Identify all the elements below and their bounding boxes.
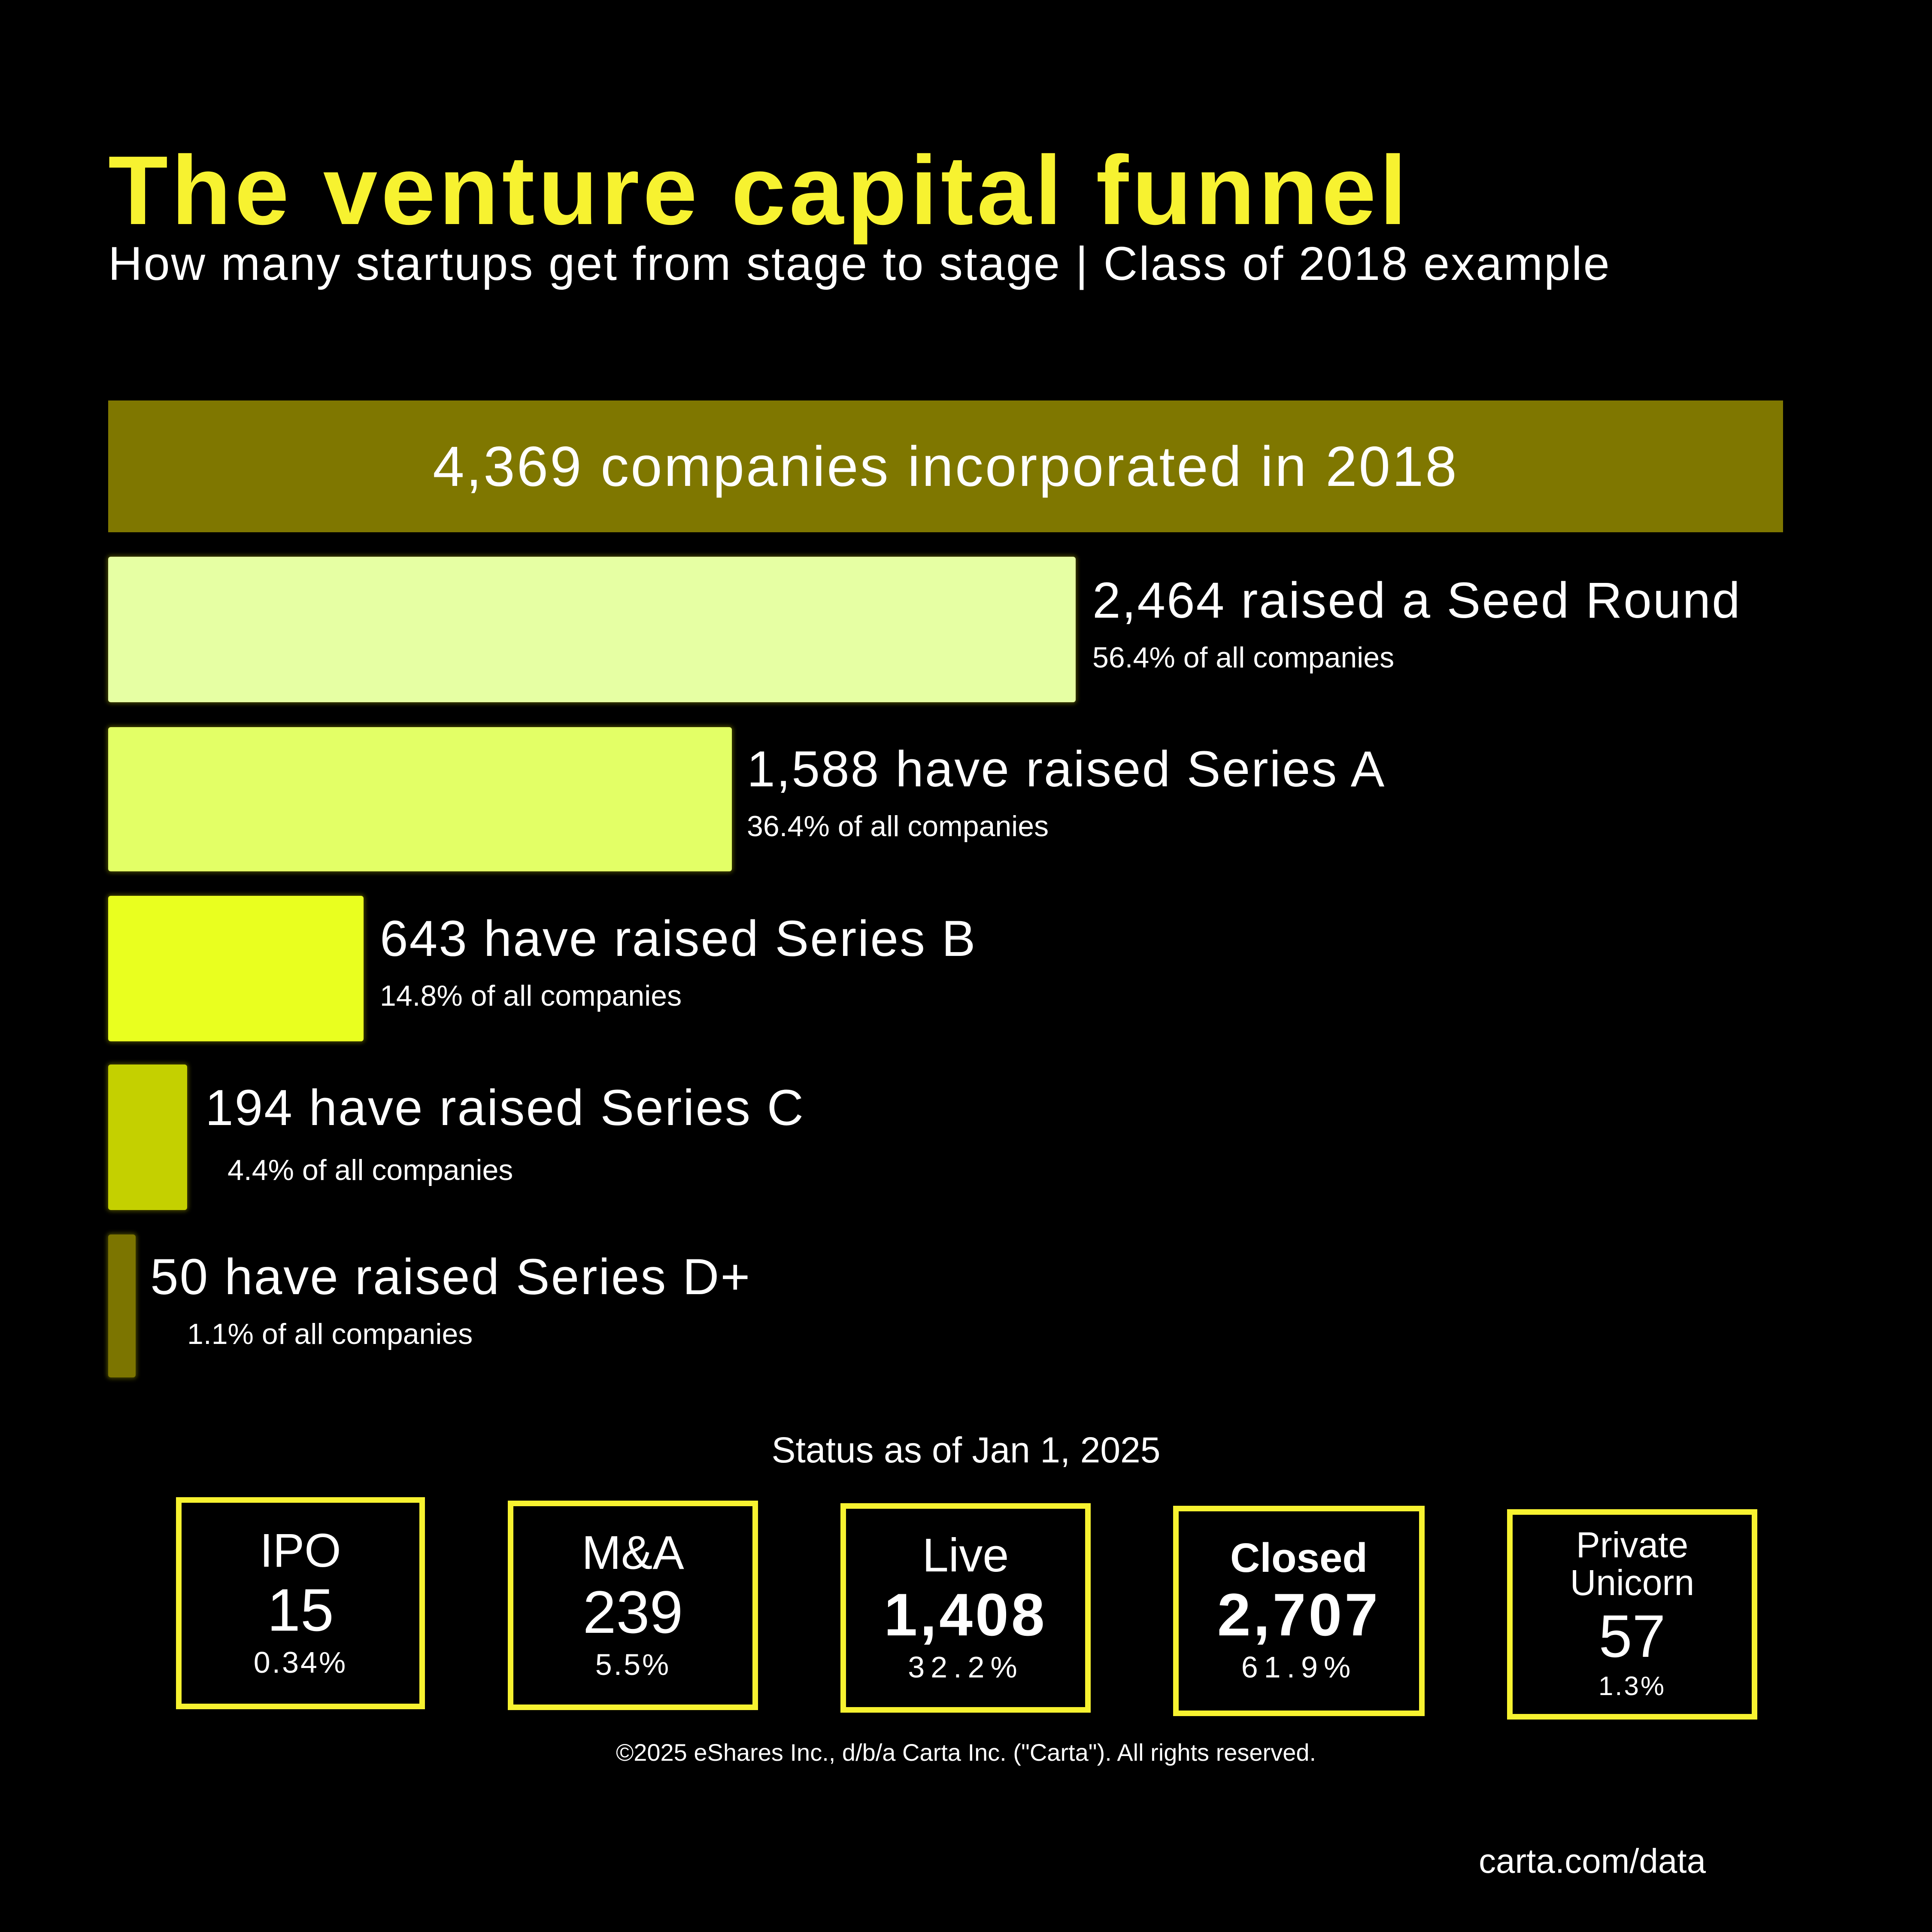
source-link[interactable]: carta.com/data [1479, 1842, 1706, 1880]
status-ipo-label: IPO [260, 1524, 341, 1577]
status-live-value: 1,408 [884, 1581, 1047, 1649]
label-series-b: 643 have raised Series B 14.8% of all co… [380, 913, 977, 1010]
label-series-a-main: 1,588 have raised Series A [747, 741, 1386, 798]
status-closed-label: Closed [1230, 1535, 1368, 1581]
status-ipo-pct: 0.34% [253, 1646, 348, 1680]
bar-series-d [108, 1234, 136, 1377]
status-ma-label: M&A [582, 1526, 684, 1579]
status-live-label: Live [922, 1529, 1009, 1582]
bar-series-c [108, 1065, 187, 1210]
status-closed-pct: 61.9% [1241, 1650, 1357, 1684]
status-box-ipo: IPO 15 0.34% [176, 1497, 425, 1709]
status-closed-value: 2,707 [1217, 1580, 1381, 1648]
label-series-c-main: 194 have raised Series C [205, 1080, 805, 1136]
status-title: Status as of Jan 1, 2025 [771, 1430, 1161, 1470]
label-series-a-sub: 36.4% of all companies [747, 810, 1049, 843]
banner-text: 4,369 companies incorporated in 2018 [433, 435, 1459, 498]
label-series-d-sub: 1.1% of all companies [187, 1318, 473, 1350]
label-series-b-sub: 14.8% of all companies [380, 980, 682, 1012]
status-unicorn-label: Private Unicorn [1570, 1525, 1695, 1603]
status-box-live: Live 1,408 32.2% [840, 1503, 1091, 1713]
status-ma-pct: 5.5% [595, 1648, 671, 1682]
status-unicorn-value: 57 [1598, 1602, 1666, 1670]
label-seed-main: 2,464 raised a Seed Round [1092, 572, 1741, 629]
page-subtitle: How many startups get from stage to stag… [108, 237, 1611, 290]
page-title: The venture capital funnel [108, 136, 1410, 245]
label-series-b-main: 643 have raised Series B [380, 910, 977, 967]
label-series-d: 50 have raised Series D+ 1.1% of all com… [150, 1252, 751, 1349]
status-ma-value: 239 [582, 1578, 683, 1646]
status-box-closed: Closed 2,707 61.9% [1173, 1506, 1425, 1716]
status-box-ma: M&A 239 5.5% [508, 1501, 758, 1710]
label-series-c-sub: 4.4% of all companies [227, 1154, 513, 1186]
label-seed-sub: 56.4% of all companies [1092, 641, 1395, 674]
bar-seed [108, 557, 1076, 702]
status-unicorn-pct: 1.3% [1598, 1671, 1666, 1701]
bar-series-a [108, 727, 732, 871]
bar-series-b [108, 896, 364, 1041]
status-box-unicorn: Private Unicorn 57 1.3% [1507, 1509, 1757, 1720]
label-seed: 2,464 raised a Seed Round 56.4% of all c… [1092, 575, 1741, 672]
status-ipo-value: 15 [267, 1576, 334, 1644]
label-series-a: 1,588 have raised Series A 36.4% of all … [747, 744, 1386, 841]
label-series-c: 194 have raised Series C 4.4% of all com… [205, 1083, 805, 1185]
status-live-pct: 32.2% [908, 1650, 1023, 1684]
total-companies-banner: 4,369 companies incorporated in 2018 [108, 400, 1783, 532]
label-series-d-main: 50 have raised Series D+ [150, 1249, 752, 1305]
copyright-notice: ©2025 eShares Inc., d/b/a Carta Inc. ("C… [616, 1739, 1316, 1766]
